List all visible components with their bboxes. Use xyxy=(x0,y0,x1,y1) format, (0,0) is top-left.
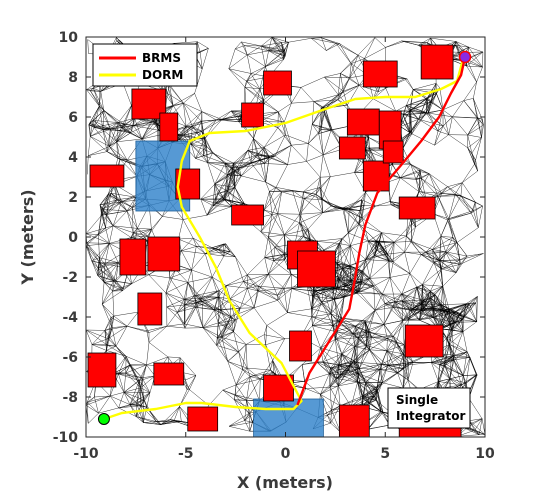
obstacle-rect xyxy=(137,292,163,326)
y-tick-label: -10 xyxy=(53,430,79,446)
obstacles xyxy=(87,44,462,438)
obstacle-rect xyxy=(241,102,264,128)
obstacle-rect xyxy=(398,196,436,220)
start-marker xyxy=(97,413,110,425)
y-tick-label: -4 xyxy=(62,310,78,326)
y-tick-label: 4 xyxy=(68,150,78,166)
legend: BRMS DORM xyxy=(92,43,198,87)
roadmap-edges xyxy=(86,37,485,437)
obstacle-rect xyxy=(420,44,454,80)
y-tick-label: 8 xyxy=(68,70,78,86)
y-tick-label: -6 xyxy=(62,350,78,366)
obstacle-rect xyxy=(153,362,185,386)
obstacle-rect xyxy=(263,374,294,402)
axis-ticks: -10 -5 0 5 10 -10 -8 -6 -4 -2 0 2 4 6 8 10 xyxy=(53,30,495,462)
y-axis-title: Y (meters) xyxy=(18,189,37,285)
series-line-brms xyxy=(296,56,467,406)
trajectory-series xyxy=(103,56,467,421)
x-tick-label: -10 xyxy=(73,446,99,462)
obstacle-rect xyxy=(89,164,125,188)
obstacle-rect xyxy=(382,140,404,164)
y-tick-label: -2 xyxy=(62,270,78,286)
obstacle-rect xyxy=(147,236,181,272)
obstacle-rect xyxy=(289,330,312,362)
obstacle-rect xyxy=(187,406,219,432)
annotation-line-2: Integrator xyxy=(396,409,465,423)
annotation-box: Single Integrator xyxy=(387,387,471,429)
roadmap-mesh xyxy=(86,37,485,437)
obstacle-rect xyxy=(87,352,117,388)
x-tick-label: -5 xyxy=(178,446,194,462)
obstacle-rect xyxy=(175,168,201,200)
y-tick-label: 2 xyxy=(68,190,78,206)
obstacle-rect xyxy=(362,60,398,88)
y-tick-label: -8 xyxy=(62,390,78,406)
x-tick-label: 5 xyxy=(380,446,390,462)
x-tick-label: 10 xyxy=(475,446,495,462)
series-line-dorm xyxy=(103,58,465,421)
obstacle-rect xyxy=(338,136,366,160)
obstacle-rect xyxy=(119,238,147,276)
legend-label-dorm: DORM xyxy=(142,68,183,82)
legend-box xyxy=(92,43,198,87)
x-tick-label: 0 xyxy=(281,446,291,462)
obstacle-rect xyxy=(338,404,370,438)
region-rect xyxy=(253,398,324,438)
obstacle-rect xyxy=(159,112,179,142)
start-goal-markers xyxy=(97,50,472,425)
obstacle-rect xyxy=(263,70,292,96)
goal-marker xyxy=(458,50,472,64)
x-axis-title: X (meters) xyxy=(237,473,333,492)
annotation-frame xyxy=(387,387,471,429)
legend-label-brms: BRMS xyxy=(142,51,181,65)
y-tick-label: 0 xyxy=(68,230,78,246)
obstacle-rect xyxy=(362,160,390,192)
obstacle-rect xyxy=(231,204,264,226)
obstacle-rect xyxy=(404,324,444,358)
obstacle-rect xyxy=(346,108,380,136)
y-tick-label: 10 xyxy=(59,30,79,46)
obstacle-rect xyxy=(297,250,336,288)
y-tick-label: 6 xyxy=(68,110,78,126)
annotation-line-1: Single xyxy=(396,393,438,407)
